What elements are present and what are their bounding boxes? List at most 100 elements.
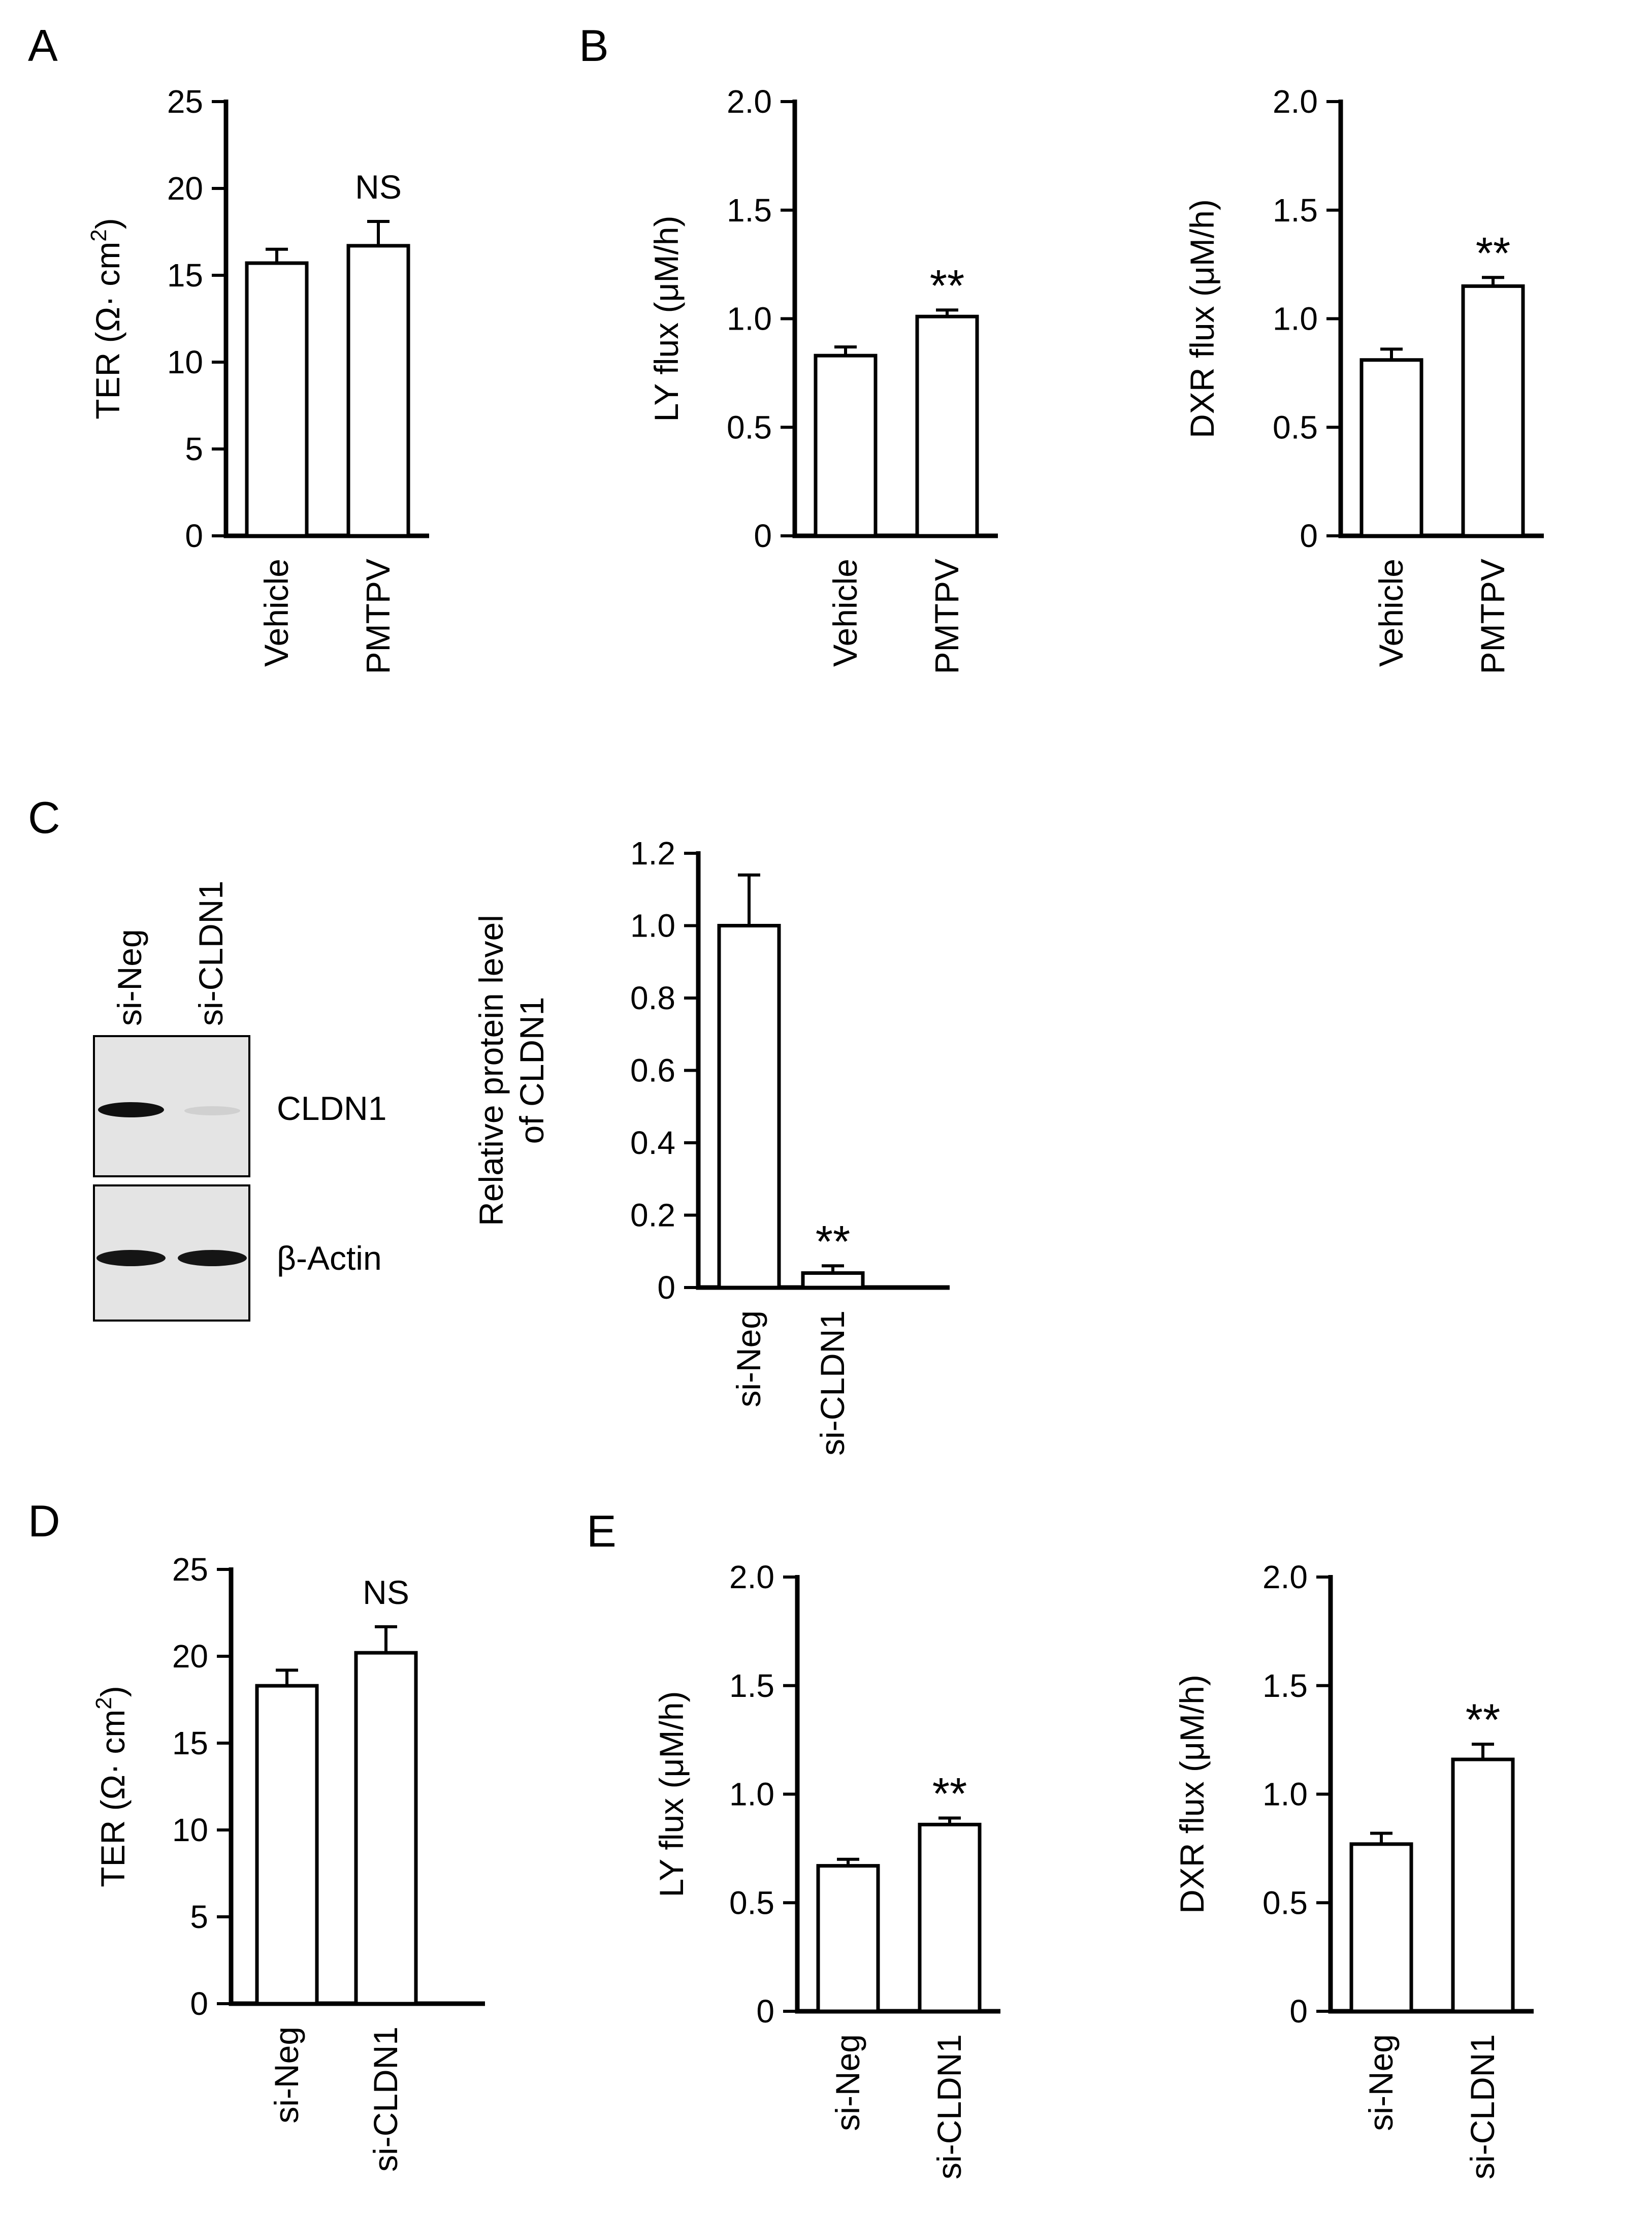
category-label: si-CLDN1 [1464,2034,1501,2179]
panel-letter-b: B [579,20,609,71]
y-axis-label: LY flux (μM/h) [653,1691,690,1897]
blot-lane-label-si-cldn1: si-CLDN1 [192,881,230,1026]
y-axis-label: LY flux (μM/h) [647,215,685,422]
category-label: PMTPV [928,559,965,674]
y-tick-label: 0 [1300,518,1318,554]
category-label: si-CLDN1 [367,2027,404,2172]
band-cldn1-si-cldn1 [184,1106,240,1115]
y-tick-label: 25 [167,83,203,120]
y-tick-label: 2.0 [729,1559,774,1595]
bar-pmtpv [915,314,979,538]
bar-si-neg [816,1864,880,2013]
category-label: si-Neg [1362,2034,1400,2131]
y-tick-label: 2.0 [1273,83,1318,120]
category-label: Vehicle [257,559,295,667]
chart-a-ter-vehicle-pmtpv: 0 5 10 15 20 25 Vehicle NS PMTPV TER (Ω· cm2) [86,83,429,674]
y-tick-label: 1.0 [729,1776,774,1813]
category-label: si-CLDN1 [930,2034,968,2179]
y-tick-label: 0.5 [727,409,772,445]
y-tick-label: 1.0 [1273,301,1318,337]
y-tick-label: 0 [657,1269,675,1306]
y-tick-label: 20 [172,1638,208,1675]
y-tick-label: 5 [190,1899,208,1935]
category-label: PMTPV [359,559,397,674]
y-tick-label: 0.8 [630,980,675,1016]
y-tick-label: 0.6 [630,1052,675,1089]
chart-b-ly-flux-vehicle-pmtpv: 0 0.5 1.0 1.5 2.0 Vehicle ** PMTPV LY flux (μM/h… [647,83,998,674]
band-actin-si-cldn1 [178,1250,247,1266]
y-tick-label: 10 [167,344,203,380]
band-cldn1-si-neg [98,1102,164,1117]
y-tick-label: 0.5 [1262,1884,1308,1921]
y-tick-label: 1.5 [729,1667,774,1704]
panel-letter-a: A [28,20,58,71]
bar-vehicle [814,353,878,538]
bar-si-cldn1 [354,1651,418,2006]
panel-letter-c: C [28,792,60,843]
category-label: Vehicle [1372,559,1410,667]
y-axis-label: Relative protein level [472,915,510,1226]
significance-label: ** [816,1216,851,1266]
bar-pmtpv [346,244,410,538]
bar-vehicle [1359,358,1423,538]
bar-pmtpv [1461,284,1525,538]
y-tick-label: 2.0 [1262,1559,1308,1595]
category-label: si-Neg [730,1310,767,1407]
bar-si-cldn1 [918,1822,982,2013]
bar-si-cldn1 [1451,1757,1515,2013]
panel-letter-d: D [28,1496,60,1546]
y-axis-label-line2: of CLDN1 [513,997,550,1144]
y-tick-label: 10 [172,1812,208,1848]
chart-b-dxr-flux-vehicle-pmtpv: 0 0.5 1.0 1.5 2.0 Vehicle ** PMTPV DXR flux (μM/… [1183,83,1544,674]
y-tick-label: 0.4 [630,1124,675,1161]
y-axis-label: DXR flux (μM/h) [1183,199,1221,438]
y-tick-label: 0 [190,1985,208,2022]
y-tick-label: 0.5 [1273,409,1318,445]
chart-e-ly-flux-sirna: 0 0.5 1.0 1.5 2.0 si-Neg ** si-CLDN1 LY flux (μM… [653,1559,1000,2179]
category-label: si-CLDN1 [814,1310,851,1456]
y-tick-label: 1.5 [727,192,772,229]
y-tick-label: 0 [754,518,772,554]
y-tick-label: 0 [756,1993,774,2030]
bar-vehicle [245,261,309,538]
chart-d-ter-sirna: 0 5 10 15 20 25 si-Neg NS si-CLDN1 TER (Ω· cm2) [91,1551,485,2172]
significance-label: NS [363,1573,409,1611]
y-axis-label: TER (Ω· cm2) [86,218,126,419]
y-tick-label: 0.2 [630,1197,675,1234]
bar-si-cldn1 [801,1271,865,1290]
y-tick-label: 15 [167,257,203,294]
significance-label: ** [1466,1694,1501,1745]
category-label: si-Neg [829,2034,866,2131]
blot-lane-label-si-neg: si-Neg [111,929,148,1026]
blot-label-cldn1: CLDN1 [277,1089,386,1127]
y-tick-label: 0 [185,518,203,554]
category-label: si-Neg [268,2027,305,2124]
y-tick-label: 15 [172,1725,208,1761]
y-tick-label: 1.0 [1262,1776,1308,1813]
y-tick-label: 1.0 [727,301,772,337]
y-axis-label: TER (Ω· cm2) [91,1686,132,1887]
y-tick-label: 1.0 [630,908,675,944]
category-label: PMTPV [1474,559,1511,674]
y-tick-label: 1.5 [1262,1667,1308,1704]
y-tick-label: 0 [1289,1993,1308,2030]
y-tick-label: 2.0 [727,83,772,120]
category-label: Vehicle [826,559,864,667]
chart-c-relative-cldn1: 0 0.2 0.4 0.6 0.8 1.0 1.2 si-Neg ** si-CLDN1 Relat… [472,835,950,1456]
y-tick-label: 5 [185,431,203,467]
y-tick-label: 1.5 [1273,192,1318,229]
western-blot: si-Neg si-CLDN1 CLDN1 β-Actin [93,881,386,1322]
blot-label-actin: β-Actin [277,1239,382,1277]
significance-label: ** [1476,228,1511,278]
y-tick-label: 25 [172,1551,208,1588]
significance-label: ** [932,1769,967,1819]
bar-si-neg [717,924,781,1290]
bar-si-neg [255,1684,319,2006]
band-actin-si-neg [96,1250,166,1266]
bar-si-neg [1349,1842,1413,2013]
y-tick-label: 1.2 [630,835,675,872]
y-axis-label: DXR flux (μM/h) [1173,1675,1211,1914]
y-tick-label: 0.5 [729,1884,774,1921]
chart-e-dxr-flux-sirna: 0 0.5 1.0 1.5 2.0 si-Neg ** si-CLDN1 DXR flux (μ… [1173,1559,1534,2179]
